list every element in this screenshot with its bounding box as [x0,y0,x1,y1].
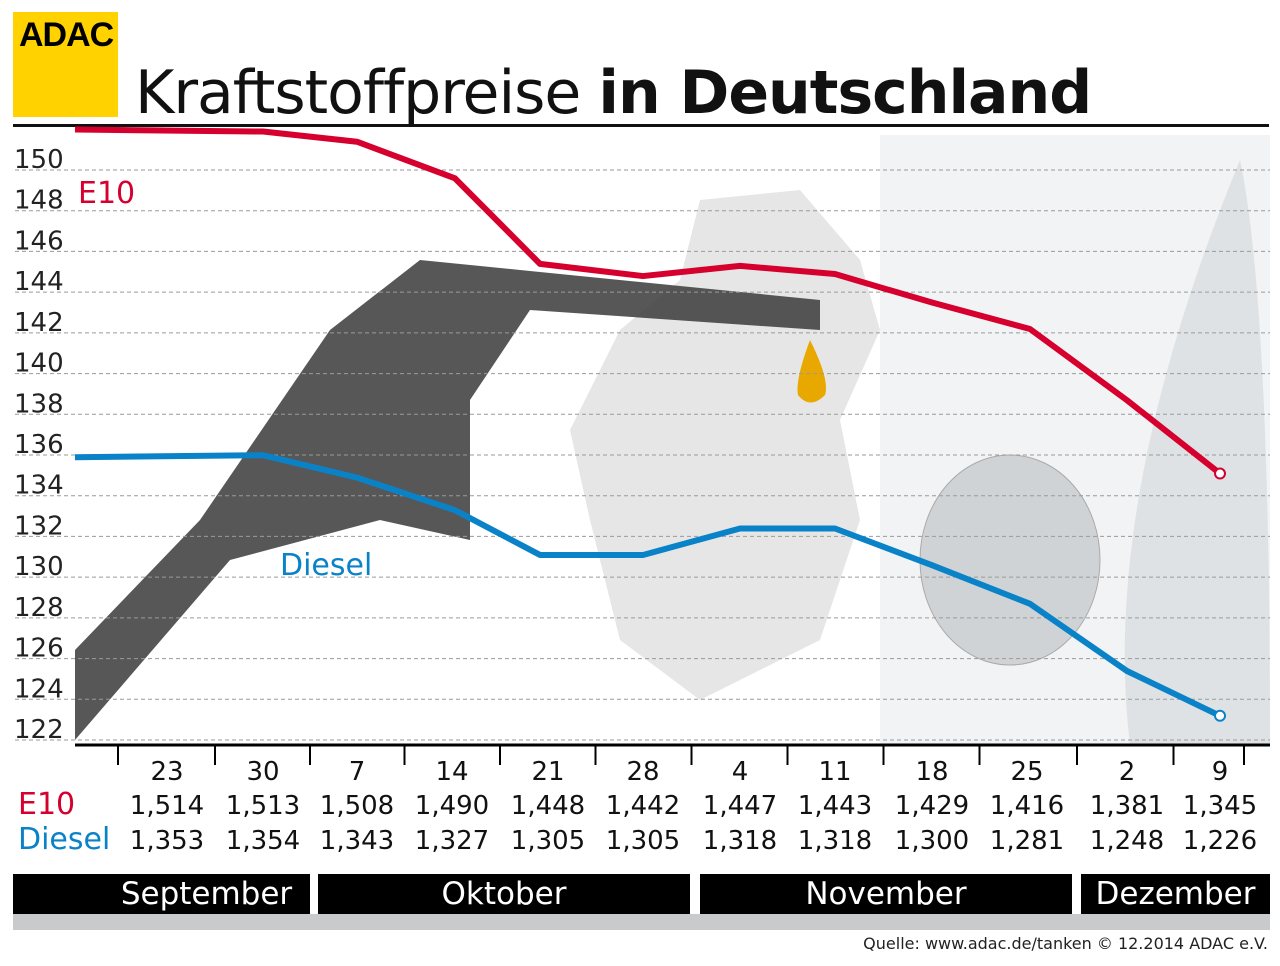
y-tick-label: 136 [14,430,64,460]
row-label-diesel: Diesel [18,822,110,857]
series-end-marker [1214,709,1226,722]
date-label: 7 [349,757,366,787]
date-label: 14 [435,757,468,787]
month-dezember: Dezember [1081,874,1270,914]
price-cell: 1,318 [798,826,872,856]
date-label: 28 [626,757,659,787]
title-rule [13,124,1269,127]
y-tick-label: 122 [14,715,64,745]
price-cell: 1,300 [895,826,969,856]
date-label: 25 [1010,757,1043,787]
price-cell: 1,490 [415,791,489,821]
price-cell: 1,514 [130,791,204,821]
price-cell: 1,429 [895,791,969,821]
price-cell: 1,353 [130,826,204,856]
price-cell: 1,343 [320,826,394,856]
y-tick-label: 132 [14,511,64,541]
fuel-drop-shape [797,340,826,403]
date-label: 4 [732,757,749,787]
price-cell: 1,248 [1090,826,1164,856]
adac-logo: ADAC [13,12,118,117]
series-line-e10 [74,126,1222,476]
price-cell: 1,447 [703,791,777,821]
y-tick-label: 146 [14,226,64,256]
footer-band [13,914,1270,930]
price-cell: 1,442 [606,791,680,821]
price-cell: 1,318 [703,826,777,856]
price-cell: 1,305 [511,826,585,856]
month-september: September [13,874,310,914]
page-title: Kraftstoffpreise in Deutschland [135,58,1092,128]
month-november: November [700,874,1072,914]
y-tick-label: 130 [14,552,64,582]
row-label-e10: E10 [18,787,75,822]
date-label: 30 [246,757,279,787]
price-cell: 1,416 [990,791,1064,821]
price-cell: 1,508 [320,791,394,821]
month-oktober: Oktober [318,874,690,914]
price-cell: 1,448 [511,791,585,821]
y-tick-label: 126 [14,634,64,664]
price-cell: 1,327 [415,826,489,856]
y-tick-label: 138 [14,389,64,419]
y-tick-label: 148 [14,186,64,216]
price-cell: 1,281 [990,826,1064,856]
series-end-marker [1214,467,1226,480]
date-label: 21 [531,757,564,787]
date-label: 9 [1212,757,1229,787]
y-tick-label: 150 [14,145,64,175]
price-cell: 1,345 [1183,791,1257,821]
y-tick-label: 124 [14,674,64,704]
date-label: 23 [150,757,183,787]
price-cell: 1,354 [226,826,300,856]
fuel-nozzle-shape [75,260,820,740]
price-cell: 1,381 [1090,791,1164,821]
series-label-e10: E10 [78,176,135,211]
source-note: Quelle: www.adac.de/tanken © 12.2014 ADA… [863,934,1268,953]
y-tick-label: 144 [14,267,64,297]
price-cell: 1,443 [798,791,872,821]
y-tick-label: 134 [14,471,64,501]
y-tick-label: 142 [14,308,64,338]
price-cell: 1,513 [226,791,300,821]
price-cell: 1,305 [606,826,680,856]
date-label: 11 [818,757,851,787]
date-label: 18 [915,757,948,787]
y-tick-label: 140 [14,349,64,379]
date-label: 2 [1119,757,1136,787]
y-tick-label: 128 [14,593,64,623]
series-label-diesel: Diesel [280,548,372,583]
price-cell: 1,226 [1183,826,1257,856]
series-line-diesel [74,452,1222,719]
